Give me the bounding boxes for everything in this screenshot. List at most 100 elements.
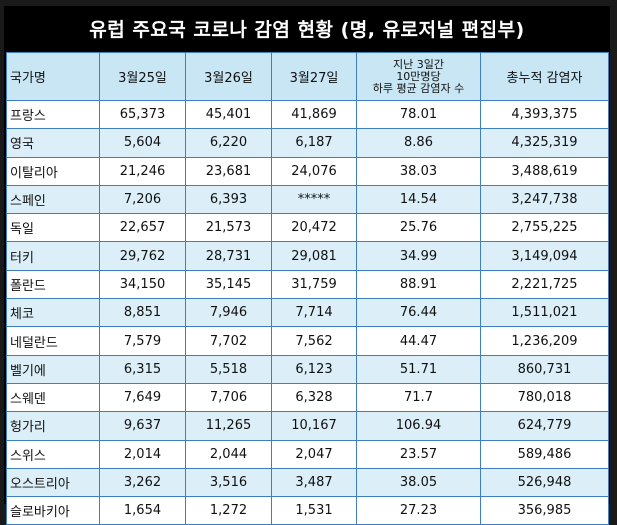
country-cell: 프랑스 [6,99,100,130]
table-row: 터키 29,762 28,731 29,081 34.99 3,149,094 [6,241,609,271]
avg-per-100k-cell: 71.7 [356,382,481,413]
total-cell: 4,325,319 [480,128,609,158]
country-cell: 터키 [6,241,100,271]
table-row: 오스트리아 3,262 3,516 3,487 38.05 526,948 [6,467,609,498]
march-26-cell: 7,702 [185,326,272,356]
country-cell: 슬로바키아 [6,496,100,525]
march-27-cell: 20,472 [271,213,357,243]
header-avg-line2: 10만명당 [396,69,441,83]
table-row: 스웨덴 7,649 7,706 6,328 71.7 780,018 [6,382,609,413]
avg-per-100k-cell: 78.01 [356,99,481,130]
table-row: 슬로바키아 1,654 1,272 1,531 27.23 356,985 [6,496,609,525]
infection-table: 국가명 3월25일 3월26일 3월27일 지난 3일간 10만명당 하루 평균… [6,52,609,525]
avg-per-100k-cell: 14.54 [356,184,481,215]
total-cell: 2,755,225 [480,213,609,243]
country-cell: 체코 [6,298,100,328]
total-cell: 589,486 [480,439,609,469]
header-row: 국가명 3월25일 3월26일 3월27일 지난 3일간 10만명당 하루 평균… [6,52,609,101]
march-25-cell: 21,246 [99,156,186,186]
march-25-cell: 3,262 [99,467,186,498]
avg-per-100k-cell: 8.86 [356,128,481,158]
table-row: 이탈리아 21,246 23,681 24,076 38.03 3,488,619 [6,156,609,186]
march-26-cell: 5,518 [185,354,272,384]
march-25-cell: 9,637 [99,411,186,441]
march-26-cell: 35,145 [185,269,272,300]
avg-per-100k-cell: 44.47 [356,326,481,356]
march-25-cell: 29,762 [99,241,186,271]
avg-per-100k-cell: 88.91 [356,269,481,300]
avg-per-100k-cell: 34.99 [356,241,481,271]
avg-per-100k-cell: 106.94 [356,411,481,441]
table-row: 영국 5,604 6,220 6,187 8.86 4,325,319 [6,128,609,158]
march-27-cell: 7,714 [271,298,357,328]
total-cell: 860,731 [480,354,609,384]
march-27-cell: 6,187 [271,128,357,158]
total-cell: 780,018 [480,382,609,413]
avg-per-100k-cell: 51.71 [356,354,481,384]
avg-per-100k-cell: 76.44 [356,298,481,328]
table-row: 스페인 7,206 6,393 ***** 14.54 3,247,738 [6,184,609,215]
table-row: 프랑스 65,373 45,401 41,869 78.01 4,393,375 [6,99,609,130]
march-26-cell: 7,706 [185,382,272,413]
march-25-cell: 65,373 [99,99,186,130]
header-avg-line1: 지난 3일간 [393,57,444,71]
country-cell: 오스트리아 [6,467,100,498]
march-26-cell: 11,265 [185,411,272,441]
avg-per-100k-cell: 25.76 [356,213,481,243]
march-25-cell: 5,604 [99,128,186,158]
country-cell: 독일 [6,213,100,243]
march-25-cell: 2,014 [99,439,186,469]
page-title: 유럽 주요국 코로나 감염 현황 (명, 유로저널 편집부) [89,18,525,41]
table-row: 네덜란드 7,579 7,702 7,562 44.47 1,236,209 [6,326,609,356]
table-row: 벨기에 6,315 5,518 6,123 51.71 860,731 [6,354,609,384]
march-25-cell: 1,654 [99,496,186,525]
march-25-cell: 22,657 [99,213,186,243]
table-row: 체코 8,851 7,946 7,714 76.44 1,511,021 [6,298,609,328]
country-cell: 스페인 [6,184,100,215]
table-row: 독일 22,657 21,573 20,472 25.76 2,755,225 [6,213,609,243]
march-25-cell: 34,150 [99,269,186,300]
header-march-27: 3월27일 [271,52,357,101]
table-row: 헝가리 9,637 11,265 10,167 106.94 624,779 [6,411,609,441]
total-cell: 356,985 [480,496,609,525]
header-avg-line3: 하루 평균 감염자 수 [372,81,465,95]
march-27-cell: 2,047 [271,439,357,469]
march-26-cell: 45,401 [185,99,272,130]
march-26-cell: 3,516 [185,467,272,498]
march-26-cell: 1,272 [185,496,272,525]
march-26-cell: 6,220 [185,128,272,158]
march-26-cell: 28,731 [185,241,272,271]
avg-per-100k-cell: 38.03 [356,156,481,186]
march-27-cell: 6,328 [271,382,357,413]
country-cell: 스웨덴 [6,382,100,413]
avg-per-100k-cell: 38.05 [356,467,481,498]
march-27-cell: 6,123 [271,354,357,384]
header-march-26: 3월26일 [185,52,272,101]
march-27-cell: 24,076 [271,156,357,186]
country-cell: 스위스 [6,439,100,469]
country-cell: 이탈리아 [6,156,100,186]
table-row: 폴란드 34,150 35,145 31,759 88.91 2,221,725 [6,269,609,300]
header-country: 국가명 [6,52,100,101]
march-27-cell: 10,167 [271,411,357,441]
total-cell: 3,488,619 [480,156,609,186]
march-26-cell: 6,393 [185,184,272,215]
country-cell: 벨기에 [6,354,100,384]
march-26-cell: 7,946 [185,298,272,328]
avg-per-100k-cell: 27.23 [356,496,481,525]
total-cell: 4,393,375 [480,99,609,130]
total-cell: 3,149,094 [480,241,609,271]
country-cell: 헝가리 [6,411,100,441]
march-26-cell: 21,573 [185,213,272,243]
header-march-25: 3월25일 [99,52,186,101]
march-27-cell: ***** [271,184,357,215]
total-cell: 1,236,209 [480,326,609,356]
march-25-cell: 6,315 [99,354,186,384]
total-cell: 1,511,021 [480,298,609,328]
march-26-cell: 23,681 [185,156,272,186]
march-27-cell: 31,759 [271,269,357,300]
total-cell: 2,221,725 [480,269,609,300]
country-cell: 폴란드 [6,269,100,300]
march-25-cell: 7,206 [99,184,186,215]
march-27-cell: 7,562 [271,326,357,356]
